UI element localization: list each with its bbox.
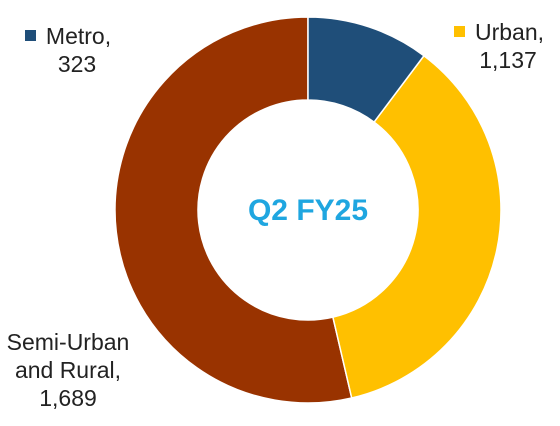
donut-segment xyxy=(307,16,426,124)
value-label: 1,137 xyxy=(479,47,537,73)
donut-segment xyxy=(114,16,353,404)
data-label: Urban, 1,137 xyxy=(440,18,558,74)
donut-segment xyxy=(332,54,502,399)
data-label: Semi-Urban and Rural, 1,689 xyxy=(0,328,148,412)
value-label: 323 xyxy=(57,51,97,77)
legend-swatch xyxy=(453,26,465,37)
category-label: Semi-Urban and Rural, xyxy=(6,329,130,383)
value-label: 1,689 xyxy=(39,385,97,411)
center-label: Q2 FY25 xyxy=(248,194,368,227)
data-label: Metro, 323 xyxy=(8,22,128,78)
legend-swatch xyxy=(24,30,36,41)
category-label: Urban, xyxy=(474,19,545,45)
category-label: Metro, xyxy=(45,23,112,49)
